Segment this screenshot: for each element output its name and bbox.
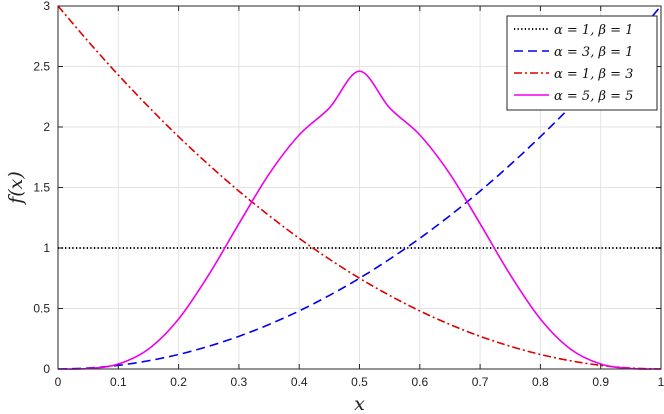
series-line-4 <box>57 70 662 370</box>
y-tick-label: 2.5 <box>33 60 50 74</box>
x-tick-label: 0.7 <box>472 375 489 389</box>
x-tick-label: 0.1 <box>110 375 127 389</box>
series-line-2 <box>57 5 662 370</box>
series-line-3 <box>57 5 662 370</box>
legend-label-4: α = 5, β = 5 <box>554 89 633 104</box>
x-tick-label: 0.4 <box>291 375 308 389</box>
series-lines <box>57 5 662 370</box>
legend-label-2: α = 3, β = 1 <box>554 45 633 60</box>
x-tick-label: 1 <box>658 375 664 389</box>
x-tick-label: 0.3 <box>231 375 248 389</box>
x-tick-label: 0.9 <box>592 375 609 389</box>
y-tick-label: 2 <box>43 120 50 134</box>
legend: α = 1, β = 1 α = 3, β = 1 α = 1, β = 3 α = … <box>506 15 658 111</box>
x-axis-label: x <box>354 393 365 414</box>
x-tick-label: 0 <box>55 375 62 389</box>
x-tick-label: 0.6 <box>411 375 428 389</box>
x-tick-label: 0.8 <box>532 375 549 389</box>
y-tick-label: 0 <box>43 362 50 376</box>
x-tick-label: 0.5 <box>351 375 368 389</box>
x-tick-label: 0.2 <box>170 375 187 389</box>
legend-label-3: α = 1, β = 3 <box>554 67 633 82</box>
y-axis-label: f(x) <box>5 171 27 206</box>
y-tick-label: 0.5 <box>33 302 50 316</box>
ticks: 0 0.1 0.2 0.3 0.4 0.5 0.6 0.7 0.8 0.9 1 0 0.5 1 1.5 2 2.… <box>33 0 664 389</box>
legend-label-1: α = 1, β = 1 <box>554 23 633 38</box>
y-tick-label: 1 <box>43 241 50 255</box>
y-tick-label: 1.5 <box>33 181 50 195</box>
y-tick-label: 3 <box>43 0 50 13</box>
